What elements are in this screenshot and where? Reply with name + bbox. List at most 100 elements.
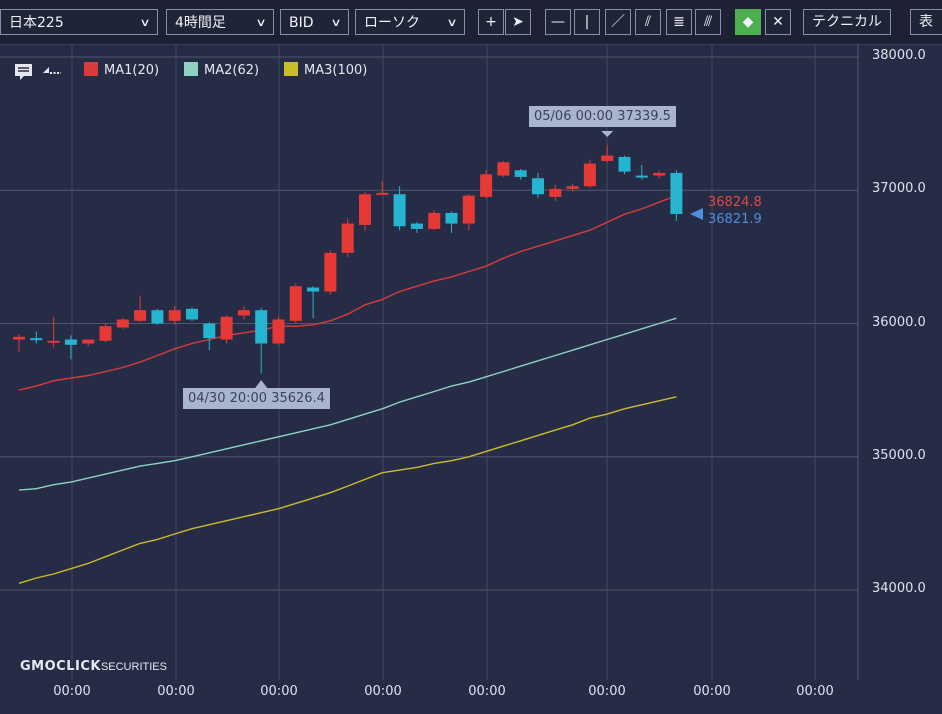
- price-chart[interactable]: [0, 44, 942, 714]
- brand-name: GMOCLICK: [20, 659, 101, 674]
- candle[interactable]: [134, 295, 147, 323]
- candle-body: [549, 188, 562, 197]
- candle[interactable]: [376, 180, 389, 195]
- candle[interactable]: [99, 323, 112, 343]
- x-tick-label: 00:00: [157, 684, 195, 699]
- chevron-down-icon: ∨: [139, 16, 151, 29]
- candle[interactable]: [670, 170, 683, 221]
- candle-body: [410, 223, 423, 229]
- candle[interactable]: [255, 307, 268, 374]
- candle[interactable]: [272, 316, 285, 345]
- candle[interactable]: [410, 222, 423, 233]
- price-type-label: BID: [289, 15, 314, 31]
- display-button[interactable]: 表: [910, 9, 942, 35]
- candle[interactable]: [445, 211, 458, 233]
- ma1-line: [18, 194, 677, 391]
- candle[interactable]: [393, 186, 406, 231]
- trend-line-icon[interactable]: ／: [605, 9, 631, 35]
- ma2-line: [18, 317, 677, 491]
- candle[interactable]: [618, 155, 631, 175]
- ma2-label: MA2(62): [204, 63, 260, 78]
- candle-body: [203, 323, 216, 339]
- candle-body: [13, 336, 25, 340]
- candle[interactable]: [497, 160, 510, 177]
- chart-style-select[interactable]: ローソク ∨: [355, 9, 465, 35]
- x-tick-label: 00:00: [588, 684, 626, 699]
- channel-line-icon[interactable]: ⫽: [635, 9, 661, 35]
- technical-button[interactable]: テクニカル: [803, 9, 891, 35]
- candle-body: [151, 310, 164, 324]
- candle[interactable]: [151, 308, 164, 325]
- candle-body: [341, 223, 354, 253]
- candle[interactable]: [653, 170, 666, 179]
- candle[interactable]: [116, 318, 129, 329]
- eraser-icon[interactable]: ◆: [735, 9, 761, 35]
- price-type-select[interactable]: BID ∨: [280, 9, 349, 35]
- erase-all-icon[interactable]: ✕: [765, 9, 791, 35]
- candle-body: [82, 339, 95, 344]
- ask-price-tag: 36824.8: [708, 195, 762, 210]
- candle[interactable]: [30, 331, 43, 344]
- comment-icon[interactable]: [14, 62, 34, 84]
- candle[interactable]: [480, 170, 493, 199]
- candle[interactable]: [549, 184, 562, 201]
- broker-logo: GMOCLICKSECURITIES: [20, 659, 167, 674]
- candle[interactable]: [428, 210, 441, 231]
- candle-body: [653, 172, 666, 176]
- fibonacci-retracement-icon[interactable]: ≣: [666, 9, 692, 35]
- candle[interactable]: [203, 322, 216, 351]
- chevron-down-icon: ∨: [330, 16, 342, 29]
- candle[interactable]: [307, 286, 320, 319]
- candle[interactable]: [635, 164, 648, 180]
- candle-body: [583, 163, 596, 187]
- candle[interactable]: [220, 315, 233, 344]
- ma1-swatch: [84, 62, 98, 76]
- horizontal-line-icon[interactable]: —: [545, 9, 571, 35]
- candle[interactable]: [324, 250, 337, 295]
- y-tick-label: 34000.0: [872, 581, 926, 596]
- candle[interactable]: [82, 339, 95, 347]
- candle-body: [670, 172, 683, 214]
- candle[interactable]: [514, 168, 527, 180]
- candle[interactable]: [583, 159, 596, 188]
- candle-body: [480, 174, 493, 197]
- candle[interactable]: [237, 306, 250, 320]
- x-tick-label: 00:00: [468, 684, 506, 699]
- candle[interactable]: [64, 335, 77, 360]
- candle[interactable]: [566, 183, 579, 192]
- timeframe-select[interactable]: 4時間足 ∨: [166, 9, 274, 35]
- candle[interactable]: [601, 145, 614, 163]
- high-tooltip-pointer: [601, 131, 614, 137]
- x-tick-label: 00:00: [796, 684, 834, 699]
- candle[interactable]: [462, 194, 475, 231]
- candle[interactable]: [341, 218, 354, 257]
- candle[interactable]: [289, 283, 302, 324]
- x-tick-label: 00:00: [260, 684, 298, 699]
- chevron-down-icon: ∨: [255, 16, 267, 29]
- pointer-icon[interactable]: ➤: [505, 9, 531, 35]
- symbol-label: 日本225: [9, 15, 64, 31]
- candle-body: [255, 310, 268, 344]
- candle-body: [168, 310, 181, 321]
- candle[interactable]: [532, 172, 544, 199]
- candle[interactable]: [13, 334, 25, 352]
- ma3-swatch: [284, 62, 298, 76]
- collapse-arrow-icon[interactable]: [41, 62, 63, 84]
- timeframe-label: 4時間足: [175, 15, 226, 31]
- candle[interactable]: [47, 316, 60, 348]
- vertical-line-icon[interactable]: |: [574, 9, 600, 35]
- crosshair-icon[interactable]: +: [478, 9, 504, 35]
- candle-body: [359, 194, 371, 225]
- candle-body: [497, 162, 510, 176]
- y-tick-label: 36000.0: [872, 314, 926, 330]
- candle[interactable]: [168, 306, 181, 325]
- fibonacci-fan-icon[interactable]: ⫻: [695, 9, 721, 35]
- y-tick-label: 37000.0: [872, 181, 926, 197]
- candle[interactable]: [359, 191, 371, 231]
- candle-body: [186, 308, 198, 320]
- ma2-swatch: [184, 62, 198, 76]
- candle[interactable]: [186, 307, 198, 321]
- candle-body: [376, 192, 389, 195]
- legend-ma2: MA2(62): [184, 62, 259, 78]
- symbol-select[interactable]: 日本225 ∨: [0, 9, 158, 35]
